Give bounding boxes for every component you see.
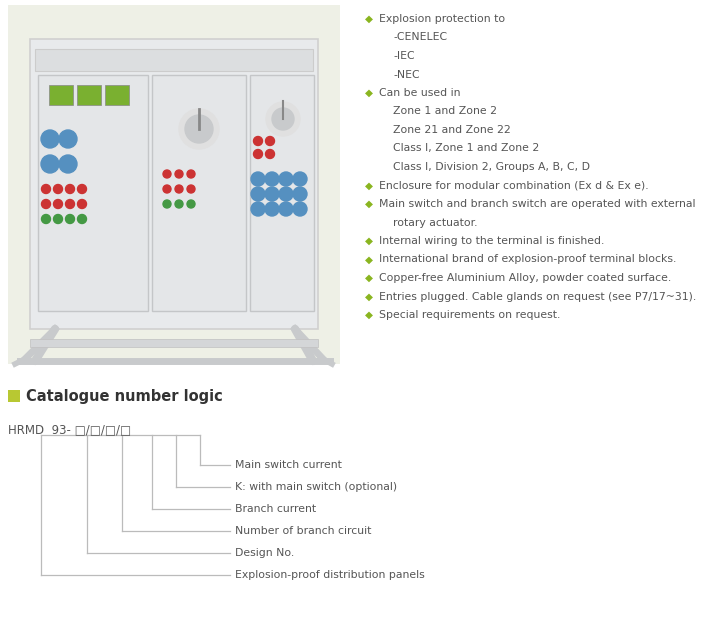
FancyBboxPatch shape	[30, 39, 318, 329]
Text: ◆: ◆	[365, 199, 373, 209]
Text: rotary actuator.: rotary actuator.	[393, 217, 478, 228]
Text: Branch current: Branch current	[235, 504, 316, 514]
FancyBboxPatch shape	[152, 75, 246, 311]
Circle shape	[187, 170, 195, 178]
FancyBboxPatch shape	[38, 75, 148, 311]
Circle shape	[77, 199, 87, 209]
Text: Can be used in: Can be used in	[379, 88, 461, 98]
FancyBboxPatch shape	[35, 49, 313, 71]
Text: Zone 1 and Zone 2: Zone 1 and Zone 2	[393, 106, 497, 116]
Text: Design No.: Design No.	[235, 548, 294, 558]
Text: Class I, Division 2, Groups A, B, C, D: Class I, Division 2, Groups A, B, C, D	[393, 162, 590, 172]
Text: Zone 21 and Zone 22: Zone 21 and Zone 22	[393, 125, 510, 135]
Circle shape	[65, 184, 75, 194]
Text: ◆: ◆	[365, 236, 373, 246]
Text: ◆: ◆	[365, 181, 373, 191]
Text: Main switch and branch switch are operated with external: Main switch and branch switch are operat…	[379, 199, 696, 209]
Circle shape	[175, 185, 183, 193]
Text: ◆: ◆	[365, 88, 373, 98]
Text: Entries plugged. Cable glands on request (see P7/17~31).: Entries plugged. Cable glands on request…	[379, 292, 697, 301]
Circle shape	[53, 199, 62, 209]
Text: Catalogue number logic: Catalogue number logic	[26, 389, 223, 404]
Text: Copper-free Aluminium Alloy, powder coated surface.: Copper-free Aluminium Alloy, powder coat…	[379, 273, 671, 283]
Circle shape	[41, 215, 50, 223]
Circle shape	[293, 172, 307, 186]
Text: Explosion-proof distribution panels: Explosion-proof distribution panels	[235, 570, 425, 580]
Circle shape	[251, 202, 265, 216]
Circle shape	[265, 202, 279, 216]
Circle shape	[253, 150, 263, 158]
Text: ◆: ◆	[365, 292, 373, 301]
Circle shape	[53, 215, 62, 223]
Circle shape	[253, 137, 263, 145]
Circle shape	[77, 184, 87, 194]
Circle shape	[266, 102, 300, 136]
Circle shape	[175, 200, 183, 208]
Circle shape	[41, 199, 50, 209]
Circle shape	[41, 184, 50, 194]
FancyBboxPatch shape	[105, 85, 129, 105]
Text: ◆: ◆	[365, 14, 373, 24]
Circle shape	[65, 199, 75, 209]
Circle shape	[272, 108, 294, 130]
Circle shape	[163, 185, 171, 193]
Circle shape	[59, 155, 77, 173]
Text: HRMD  93- □/□/□/□: HRMD 93- □/□/□/□	[8, 423, 131, 436]
Circle shape	[179, 109, 219, 149]
Circle shape	[265, 187, 279, 201]
Circle shape	[41, 130, 59, 148]
Circle shape	[77, 215, 87, 223]
Text: International brand of explosion-proof terminal blocks.: International brand of explosion-proof t…	[379, 254, 677, 264]
FancyBboxPatch shape	[30, 339, 318, 347]
Text: ◆: ◆	[365, 273, 373, 283]
Circle shape	[279, 172, 293, 186]
Text: Main switch current: Main switch current	[235, 460, 342, 470]
Text: -NEC: -NEC	[393, 69, 420, 79]
Circle shape	[251, 187, 265, 201]
Text: Internal wiring to the terminal is finished.: Internal wiring to the terminal is finis…	[379, 236, 604, 246]
Text: Explosion protection to: Explosion protection to	[379, 14, 505, 24]
Circle shape	[251, 172, 265, 186]
Circle shape	[293, 202, 307, 216]
Circle shape	[53, 184, 62, 194]
Text: K: with main switch (optional): K: with main switch (optional)	[235, 482, 397, 492]
Text: ◆: ◆	[365, 254, 373, 264]
Circle shape	[175, 170, 183, 178]
Circle shape	[59, 130, 77, 148]
Circle shape	[163, 170, 171, 178]
Circle shape	[279, 202, 293, 216]
Text: Enclosure for modular combination (Ex d & Ex e).: Enclosure for modular combination (Ex d …	[379, 181, 649, 191]
Circle shape	[266, 137, 275, 145]
Circle shape	[41, 155, 59, 173]
Circle shape	[266, 150, 275, 158]
Circle shape	[185, 115, 213, 143]
Circle shape	[65, 215, 75, 223]
Circle shape	[265, 172, 279, 186]
Circle shape	[163, 200, 171, 208]
Circle shape	[293, 187, 307, 201]
Text: -IEC: -IEC	[393, 51, 415, 61]
Circle shape	[187, 185, 195, 193]
Circle shape	[187, 200, 195, 208]
Text: Special requirements on request.: Special requirements on request.	[379, 310, 560, 320]
Circle shape	[279, 187, 293, 201]
Text: Number of branch circuit: Number of branch circuit	[235, 526, 371, 536]
Text: ◆: ◆	[365, 310, 373, 320]
FancyBboxPatch shape	[8, 5, 340, 364]
Text: -CENELEC: -CENELEC	[393, 33, 447, 43]
FancyBboxPatch shape	[77, 85, 101, 105]
FancyBboxPatch shape	[49, 85, 73, 105]
Text: Class I, Zone 1 and Zone 2: Class I, Zone 1 and Zone 2	[393, 144, 540, 154]
FancyBboxPatch shape	[250, 75, 314, 311]
FancyBboxPatch shape	[8, 390, 20, 402]
